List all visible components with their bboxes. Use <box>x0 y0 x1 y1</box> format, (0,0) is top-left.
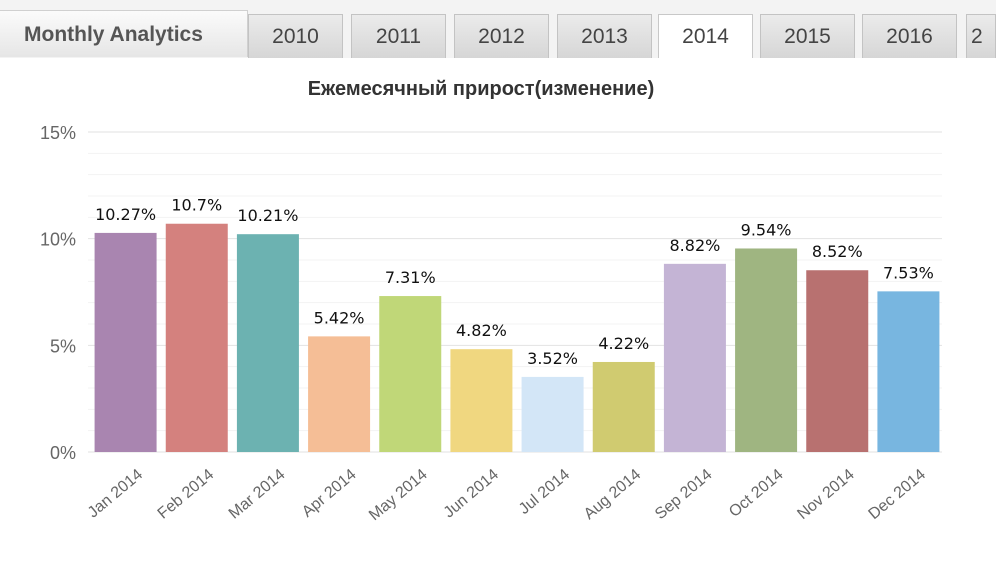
tab-2015[interactable]: 2015 <box>760 14 855 58</box>
bar[interactable] <box>735 248 798 452</box>
data-labels: 10.27% 10.7% 10.21% 5.42% 7.31% 4.82% 3.52% 4.2… <box>95 196 934 368</box>
x-tick-label: Apr 2014 <box>299 466 360 521</box>
bar[interactable] <box>450 349 513 452</box>
data-label: 9.54% <box>741 220 792 239</box>
y-axis-tick-labels: 0% 5% 10% 15% <box>40 123 76 463</box>
x-tick-label: Oct 2014 <box>726 466 787 521</box>
bar[interactable] <box>663 263 726 452</box>
x-tick-label: Jun 2014 <box>441 466 502 521</box>
bar[interactable] <box>806 270 869 452</box>
x-tick-label: Mar 2014 <box>226 466 289 523</box>
data-label: 7.31% <box>385 268 436 287</box>
data-label: 10.7% <box>171 196 222 215</box>
y-tick-label: 10% <box>40 230 76 250</box>
x-tick-label: Feb 2014 <box>155 466 218 523</box>
x-tick-label: Jan 2014 <box>85 466 146 521</box>
x-tick-label: Sep 2014 <box>652 466 715 523</box>
data-label: 4.82% <box>456 321 507 340</box>
tab-2014[interactable]: 2014 <box>658 14 753 59</box>
bar[interactable] <box>592 361 655 452</box>
data-label: 10.21% <box>237 206 298 225</box>
bar[interactable] <box>308 336 371 452</box>
data-label: 10.27% <box>95 205 156 224</box>
top-bar: Monthly Analytics 2010 2011 2012 2013 20… <box>0 0 996 59</box>
bar[interactable] <box>379 296 442 452</box>
x-tick-label: Aug 2014 <box>581 466 644 523</box>
x-tick-label: Dec 2014 <box>866 466 929 523</box>
data-label: 8.82% <box>670 236 721 255</box>
tab-2017-partial[interactable]: 2 <box>966 14 996 58</box>
data-label: 5.42% <box>314 308 365 327</box>
bar[interactable] <box>94 232 157 452</box>
bar[interactable] <box>521 376 584 452</box>
x-tick-label: Jul 2014 <box>516 466 573 518</box>
y-tick-label: 5% <box>50 336 76 356</box>
tab-2013[interactable]: 2013 <box>557 14 652 58</box>
bars <box>94 223 940 452</box>
tab-2011[interactable]: 2011 <box>351 14 446 58</box>
data-label: 7.53% <box>883 263 934 282</box>
x-tick-label: May 2014 <box>366 466 431 524</box>
data-label: 4.22% <box>598 334 649 353</box>
grid-lines <box>88 131 942 453</box>
tab-2016[interactable]: 2016 <box>862 14 957 58</box>
y-tick-label: 0% <box>50 443 76 463</box>
bar[interactable] <box>236 234 299 452</box>
bar[interactable] <box>877 291 940 452</box>
x-axis-tick-labels: Jan 2014 Feb 2014 Mar 2014 Apr 2014 May 2014… <box>85 466 929 524</box>
data-label: 3.52% <box>527 349 578 368</box>
app-title: Monthly Analytics <box>0 10 248 57</box>
y-tick-label: 15% <box>40 123 76 143</box>
chart-title: Ежемесячный прирост(изменение) <box>307 78 655 100</box>
x-tick-label: Nov 2014 <box>794 466 857 523</box>
data-label: 8.52% <box>812 242 863 261</box>
bar[interactable] <box>165 223 228 452</box>
tab-2012[interactable]: 2012 <box>454 14 549 58</box>
tab-2010[interactable]: 2010 <box>248 14 343 58</box>
